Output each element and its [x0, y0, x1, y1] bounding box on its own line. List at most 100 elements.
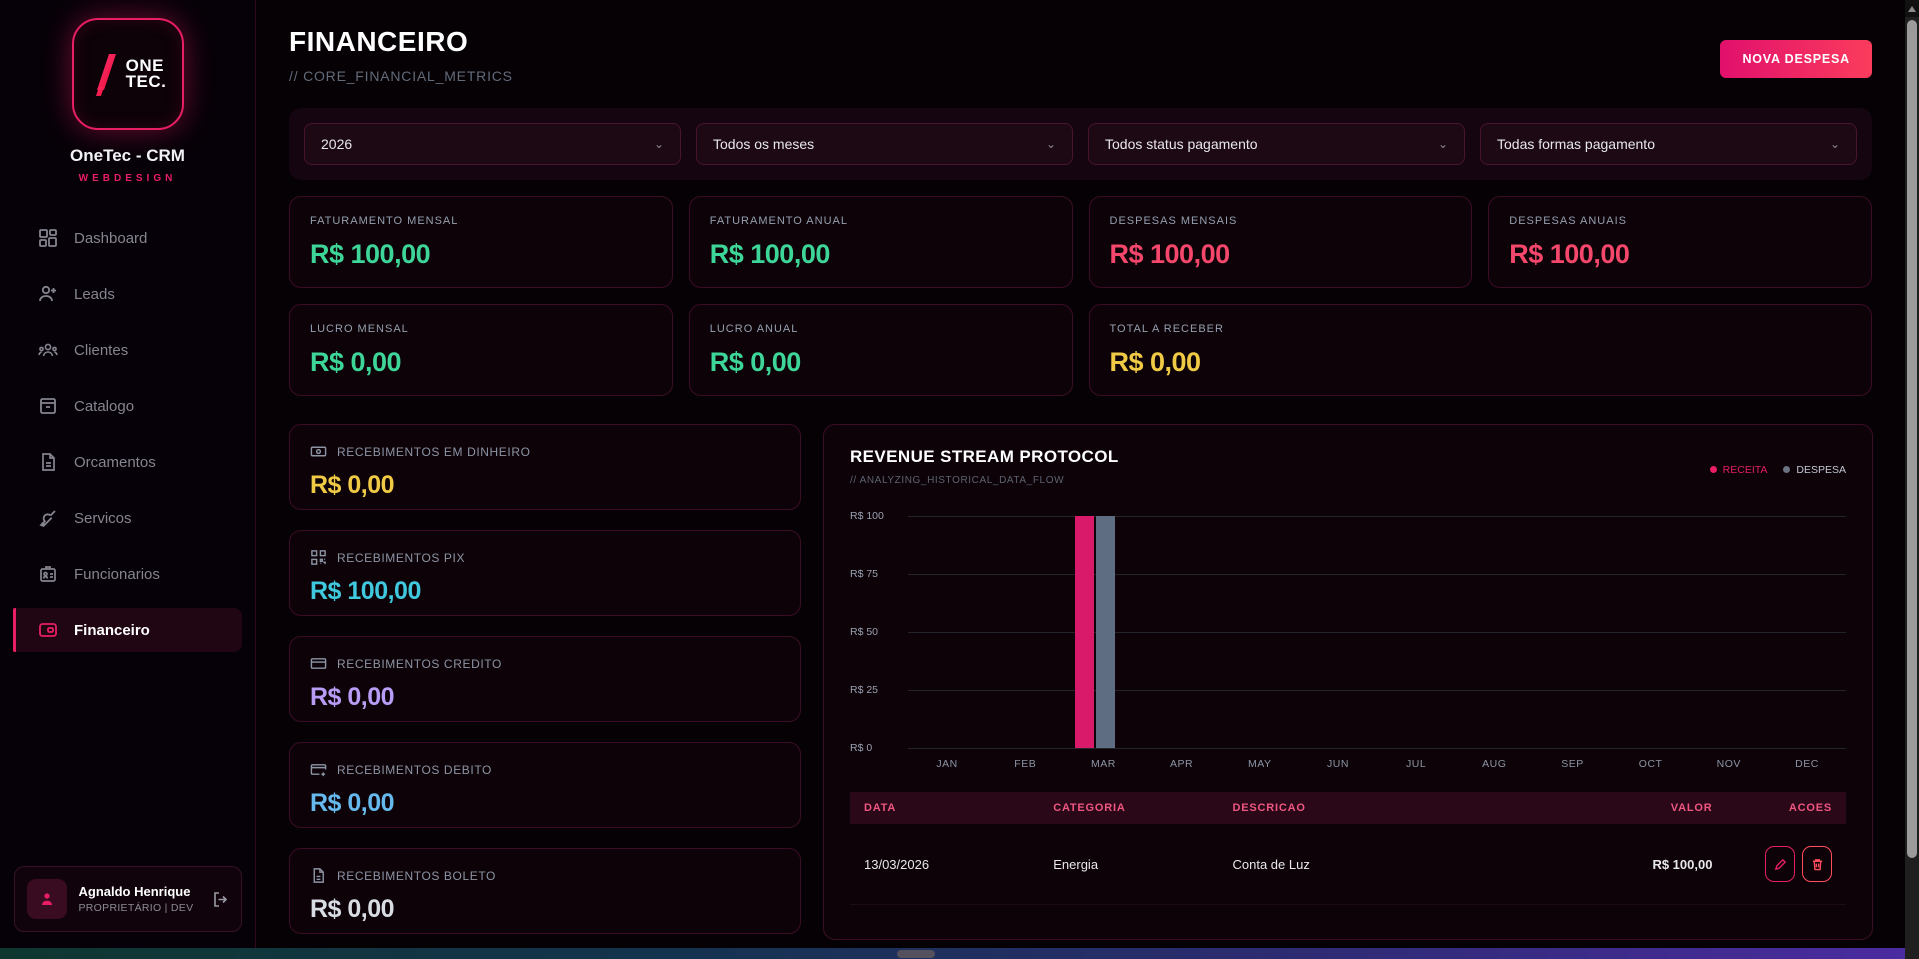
person-add-icon — [39, 285, 56, 302]
status-select[interactable]: Todos status pagamento ⌄ — [1088, 123, 1465, 165]
sidebar-item-financeiro[interactable]: Financeiro — [13, 608, 242, 652]
sidebar-item-catalogo[interactable]: Catalogo — [13, 384, 242, 428]
status-select-value: Todos status pagamento — [1105, 136, 1258, 152]
col-header-valor: VALOR — [1527, 792, 1727, 824]
receipt-card-debito: RECEBIMENTOS DEBITO R$ 0,00 — [289, 742, 801, 828]
receipt-card-credito: RECEBIMENTOS CREDITO R$ 0,00 — [289, 636, 801, 722]
col-header-data: DATA — [850, 792, 1040, 824]
badge-icon — [40, 566, 56, 582]
x-axis-tick: SEP — [1561, 758, 1584, 770]
metric-card-despesas-mensais: DESPESAS MENSAIS R$ 100,00 — [1088, 196, 1473, 288]
page-subtitle: // CORE_FINANCIAL_METRICS — [289, 68, 513, 84]
year-select[interactable]: 2026 ⌄ — [304, 123, 681, 165]
wrench-icon — [39, 510, 56, 528]
metric-label: DESPESAS MENSAIS — [1109, 215, 1238, 227]
receipt-value: R$ 0,00 — [310, 471, 395, 499]
legend-item-despesa: DESPESA — [1783, 453, 1846, 486]
x-axis-tick: MAR — [1091, 758, 1116, 770]
bar-despesa-mar — [1096, 516, 1116, 748]
sidebar-item-label: Funcionarios — [74, 565, 160, 583]
receipt-card-dinheiro: RECEBIMENTOS EM DINHEIRO R$ 0,00 — [289, 424, 801, 510]
receipt-value: R$ 0,00 — [310, 789, 395, 817]
receipts-column: RECEBIMENTOS EM DINHEIRO R$ 0,00 RECEBIM… — [289, 424, 801, 940]
year-select-value: 2026 — [321, 136, 353, 152]
y-axis-tick: R$ 0 — [850, 742, 873, 754]
dashboard-icon — [39, 229, 57, 247]
receipt-card-pix: RECEBIMENTOS PIX R$ 100,00 — [289, 530, 801, 616]
receipt-card-boleto: RECEBIMENTOS BOLETO R$ 0,00 — [289, 848, 801, 934]
banknote-icon — [310, 446, 327, 457]
chart-subtitle: // ANALYZING_HISTORICAL_DATA_FLOW — [850, 475, 1065, 486]
person-icon — [41, 893, 52, 905]
page-header: FINANCEIRO // CORE_FINANCIAL_METRICS NOV… — [289, 26, 1872, 84]
content-grid: RECEBIMENTOS EM DINHEIRO R$ 0,00 RECEBIM… — [289, 424, 1873, 940]
people-icon — [38, 343, 58, 357]
user-name: Agnaldo Henrique — [78, 884, 191, 899]
sidebar-item-label: Leads — [74, 285, 115, 303]
chevron-down-icon: ⌄ — [1045, 137, 1056, 151]
onetec-bolt-icon — [95, 54, 116, 96]
chevron-down-icon: ⌄ — [653, 137, 664, 151]
y-axis-tick: R$ 100 — [850, 510, 884, 522]
y-axis-tick: R$ 25 — [850, 684, 879, 696]
metric-card-total-a-receber: TOTAL A RECEBER R$ 0,00 — [1088, 304, 1872, 396]
vertical-scrollbar[interactable] — [1905, 0, 1919, 959]
user-card[interactable]: Agnaldo Henrique PROPRIETÁRIO | DEV — [13, 866, 242, 932]
metric-card-faturamento-anual: FATURAMENTO ANUAL R$ 100,00 — [688, 196, 1073, 288]
chart-title: REVENUE STREAM PROTOCOL — [850, 447, 1119, 466]
logo-wordmark: ONE TEC. — [125, 55, 167, 91]
nova-despesa-button[interactable]: NOVA DESPESA — [1720, 40, 1872, 78]
month-select[interactable]: Todos os meses ⌄ — [696, 123, 1073, 165]
month-select-value: Todos os meses — [713, 136, 815, 152]
receipt-value: R$ 100,00 — [310, 577, 421, 605]
y-axis-tick: R$ 75 — [850, 568, 879, 580]
archive-box-icon — [40, 398, 56, 414]
wallet-icon — [39, 623, 57, 637]
vertical-scrollbar-thumb[interactable] — [1907, 20, 1917, 858]
metric-value: R$ 100,00 — [709, 239, 831, 269]
x-axis-tick: NOV — [1716, 758, 1741, 770]
sidebar-item-label: Catalogo — [74, 397, 135, 415]
page-title: FINANCEIRO — [289, 26, 469, 57]
scroll-up-arrow[interactable] — [1905, 0, 1919, 17]
metric-value: R$ 0,00 — [310, 347, 402, 377]
metric-value: R$ 100,00 — [310, 239, 431, 269]
sidebar-item-orcamentos[interactable]: Orcamentos — [13, 440, 242, 484]
sidebar-item-clientes[interactable]: Clientes — [13, 328, 242, 372]
horizontal-scrollbar-thumb[interactable] — [897, 950, 935, 958]
x-axis-tick: DEC — [1795, 758, 1819, 770]
metric-value: R$ 0,00 — [1109, 347, 1202, 377]
sidebar-item-funcionarios[interactable]: Funcionarios — [13, 552, 242, 596]
cell-description: Conta de Luz — [1218, 824, 1528, 905]
metric-label: FATURAMENTO ANUAL — [709, 215, 848, 227]
edit-button[interactable] — [1765, 846, 1795, 882]
legend-label: DESPESA — [1796, 463, 1846, 476]
x-axis-labels: JAN FEB MAR APR MAY JUN JUL AUG SEP OCT … — [908, 758, 1846, 770]
y-axis-tick: R$ 50 — [850, 626, 879, 638]
chart-plot — [908, 516, 1846, 749]
metric-card-faturamento-mensal: FATURAMENTO MENSAL R$ 100,00 — [289, 196, 673, 288]
delete-button[interactable] — [1802, 846, 1832, 882]
bottom-gradient-bar — [0, 948, 1905, 959]
sidebar-item-dashboard[interactable]: Dashboard — [13, 216, 242, 260]
receipt-value: R$ 0,00 — [310, 683, 395, 711]
metrics-grid: FATURAMENTO MENSAL R$ 100,00 FATURAMENTO… — [289, 196, 1872, 396]
logout-icon[interactable] — [212, 891, 229, 908]
metric-label: LUCRO MENSAL — [310, 323, 409, 335]
chart-area: R$ 100 R$ 75 R$ 50 R$ 25 R$ 0 JAN FEB — [850, 510, 1846, 770]
metric-label: DESPESAS ANUAIS — [1509, 215, 1627, 227]
chart-legend: RECEITA DESPESA — [1709, 453, 1846, 486]
sidebar-item-servicos[interactable]: Servicos — [13, 496, 242, 540]
sidebar-item-leads[interactable]: Leads — [13, 272, 242, 316]
sidebar-item-label: Financeiro — [74, 621, 150, 639]
payment-method-select[interactable]: Todas formas pagamento ⌄ — [1480, 123, 1857, 165]
document-icon — [42, 453, 55, 471]
metric-label: FATURAMENTO MENSAL — [310, 215, 459, 227]
metric-label: LUCRO ANUAL — [709, 323, 799, 335]
x-axis-tick: JUN — [1326, 758, 1349, 770]
metric-value: R$ 100,00 — [1509, 239, 1630, 269]
cell-category: Energia — [1039, 824, 1219, 905]
metric-value: R$ 0,00 — [709, 347, 802, 377]
credit-card-icon — [310, 658, 327, 669]
